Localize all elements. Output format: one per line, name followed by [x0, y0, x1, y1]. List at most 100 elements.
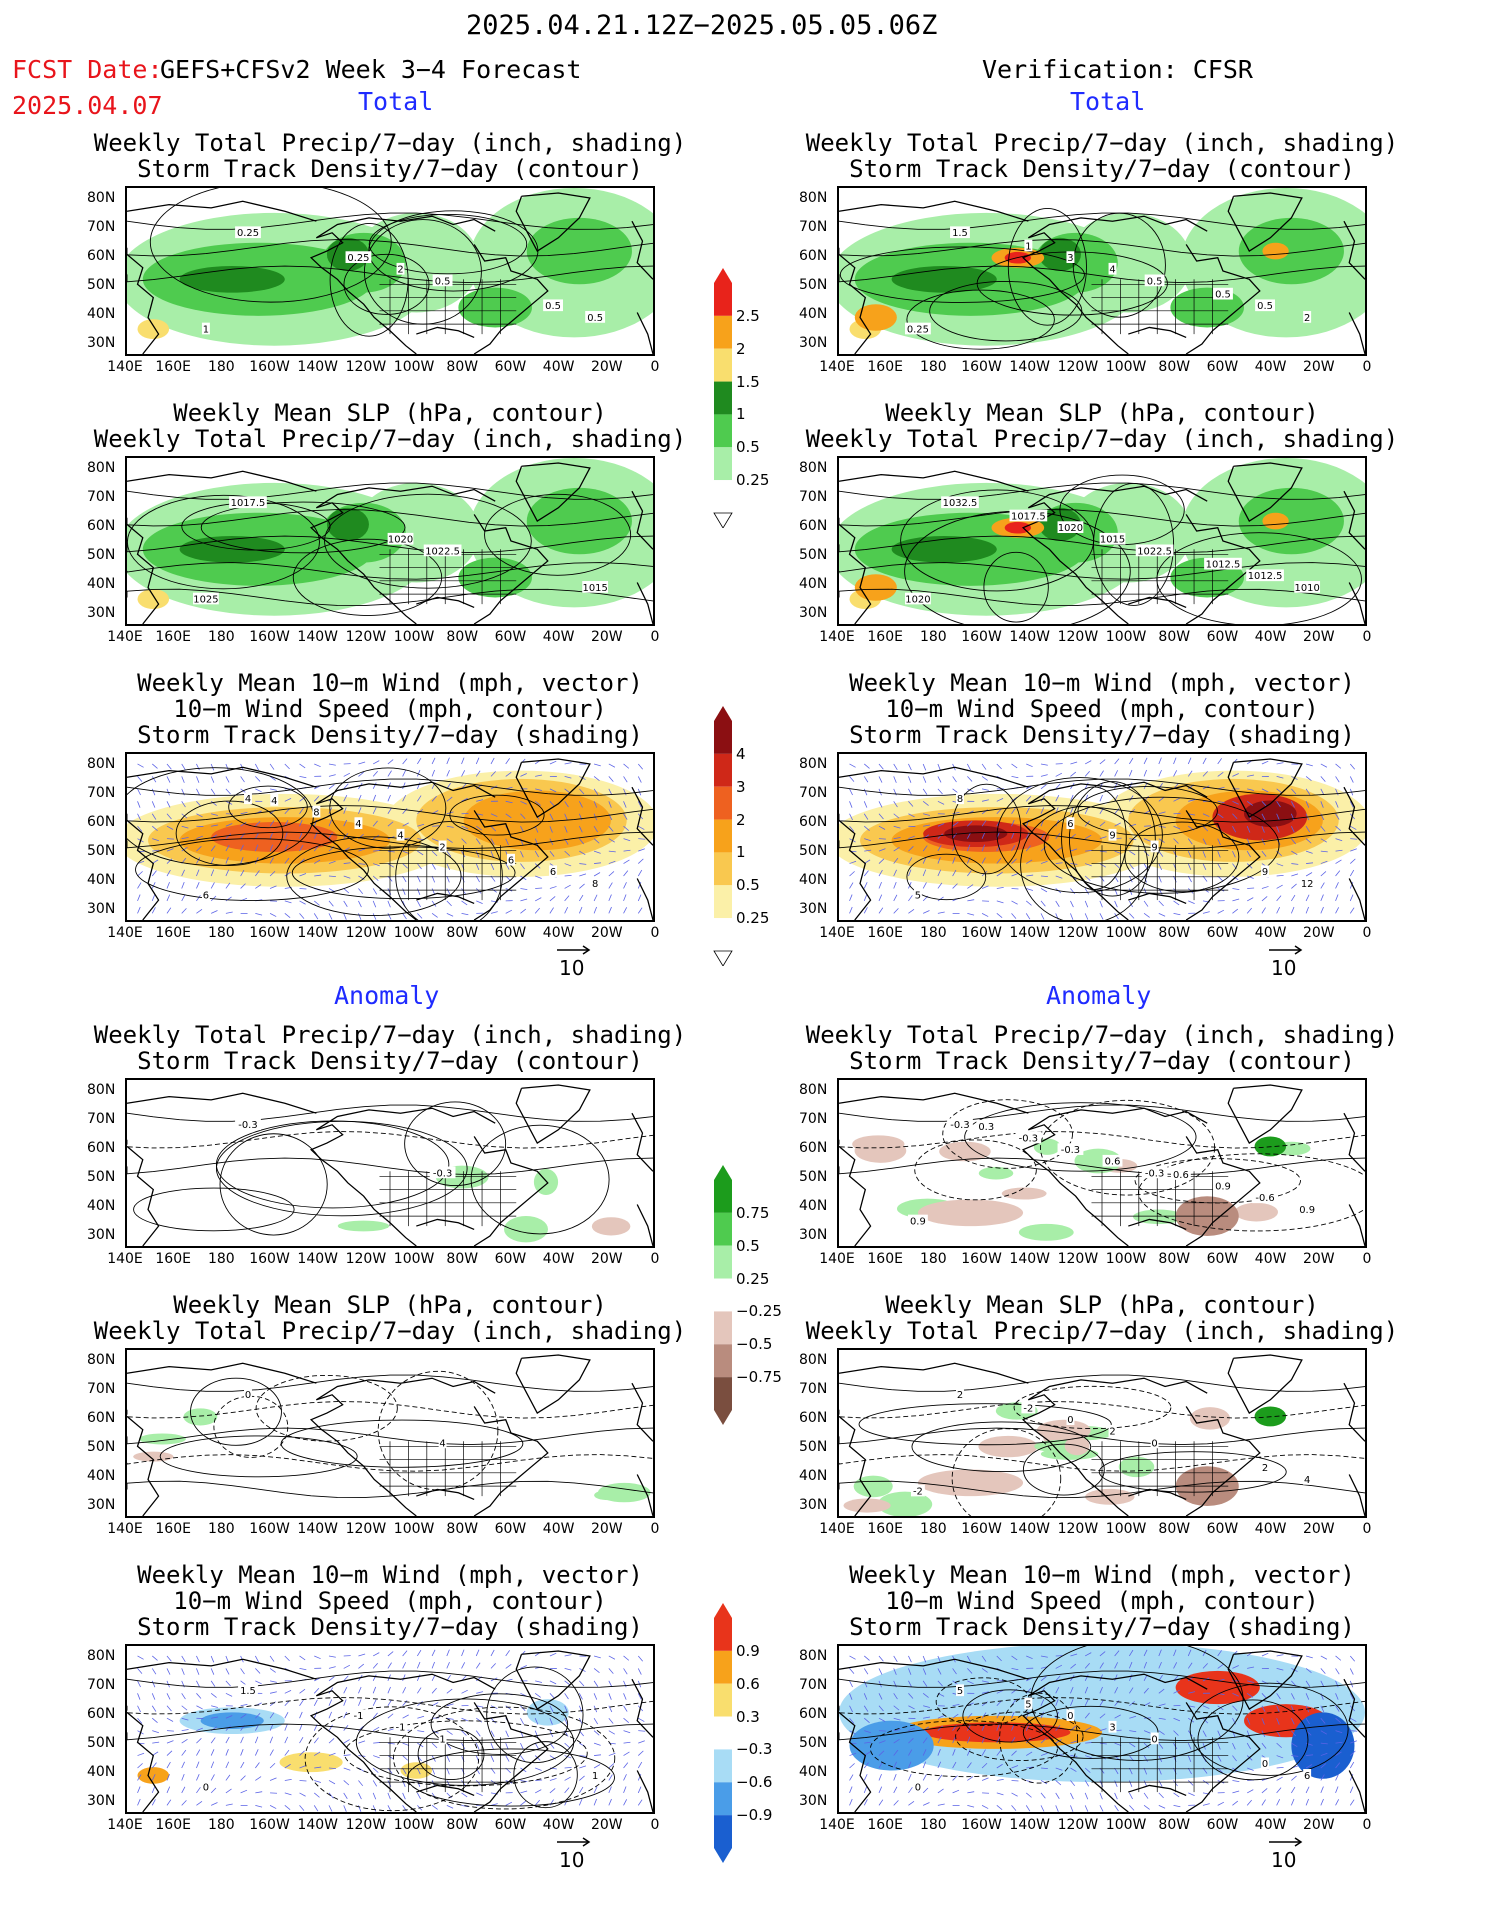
wind-vector: [623, 788, 627, 796]
wind-vector: [402, 1742, 410, 1746]
colorbar-cap-top: [714, 1165, 732, 1180]
wind-vector: [269, 857, 274, 864]
wind-vector: [952, 1680, 959, 1686]
wind-vector: [1305, 1742, 1313, 1746]
wind-vector: [1055, 1805, 1059, 1812]
contour-line: [839, 265, 1365, 284]
contour-layer: [127, 1101, 653, 1236]
wind-vector: [549, 907, 554, 914]
wind-vector: [1305, 1718, 1310, 1725]
wind-vector: [1276, 884, 1283, 889]
lon-tick-label: 160E: [867, 1817, 903, 1833]
wind-vector: [210, 1761, 215, 1769]
wind-vector: [952, 883, 958, 889]
wind-vector: [1246, 1692, 1253, 1698]
wind-vector: [937, 800, 945, 805]
wind-vector: [505, 909, 513, 914]
contour-layer: [839, 474, 1365, 624]
wind-vector: [476, 825, 483, 831]
contour-line: [1007, 208, 1087, 326]
contour-label: 5: [957, 1686, 963, 1697]
contour-label: 6: [550, 867, 556, 878]
wind-vector: [1158, 850, 1164, 857]
contour-label: 2: [957, 1390, 963, 1401]
coastline: [839, 200, 1029, 222]
wind-vector: [908, 1749, 913, 1756]
wind-vector: [358, 1792, 362, 1800]
wind-vector: [908, 869, 912, 877]
wind-vector: [863, 1762, 869, 1769]
wind-vector: [1011, 819, 1015, 827]
wind-vector: [952, 1775, 958, 1781]
wind-vector: [358, 1740, 366, 1744]
lon-tick-label: 0: [1362, 629, 1372, 645]
wind-vector: [878, 1693, 883, 1700]
wind-vector: [137, 906, 141, 914]
wind-vector: [1173, 1742, 1178, 1750]
wind-vector: [269, 820, 275, 827]
wind-vector: [1084, 807, 1089, 814]
wind-vector: [937, 844, 942, 852]
precip-anom-wet: [504, 1216, 548, 1243]
wind-vector: [1276, 801, 1281, 808]
lon-tick-label: 20W: [1302, 359, 1335, 375]
wind-vector: [564, 1767, 572, 1769]
wind-vector: [387, 770, 392, 777]
wind-vector: [343, 1792, 348, 1799]
coastline-layer: [839, 1650, 1365, 1812]
wind-vector: [269, 1762, 276, 1769]
wind-vector: [328, 875, 336, 878]
wind-vector: [299, 1805, 305, 1811]
colorbar-segment: [714, 852, 732, 886]
contour-line: [127, 562, 653, 580]
contour-labels: 1.510-11-1: [201, 1684, 600, 1793]
wind-vector: [181, 1705, 188, 1711]
wind-vector: [981, 820, 987, 827]
wind-vector: [1335, 1741, 1343, 1744]
contour-label-bg: [345, 251, 372, 263]
contour-label-bg: [1261, 1757, 1270, 1770]
wind-vector: [240, 1761, 245, 1769]
wind-vector: [196, 788, 200, 796]
wind-vector: [1217, 1663, 1224, 1669]
wind-vector: [623, 1705, 628, 1712]
wind-vector: [579, 838, 584, 845]
wind-vector: [878, 1668, 883, 1675]
wind-vector: [137, 1668, 143, 1674]
wind-vector: [608, 788, 613, 796]
contour-label: -0.3: [1061, 1145, 1080, 1156]
wind-vector: [151, 1693, 156, 1700]
contour-line: [839, 482, 1365, 500]
precip-anom-dry: [1189, 1407, 1231, 1430]
contour-line: [1098, 1451, 1287, 1493]
lon-tick-label: 100W: [1105, 925, 1147, 941]
wind-vector: [1114, 900, 1118, 908]
wind-vector: [166, 1773, 170, 1781]
precip-anom-dry: [854, 1138, 907, 1163]
coastline: [839, 253, 872, 354]
colorbar-segment: [714, 1311, 732, 1345]
wind-vector: [196, 1800, 203, 1806]
coastline: [631, 1382, 653, 1442]
wind-vector: [1335, 801, 1339, 808]
wind-vector: [1143, 795, 1149, 802]
wind-vector: [952, 1736, 956, 1744]
wind-vector: [623, 1799, 628, 1806]
contour-label: 1.5: [952, 228, 968, 239]
wind-vector: [417, 838, 425, 841]
shading-layer: [137, 1699, 569, 1784]
colorbar-segment: [714, 1782, 732, 1816]
wind-vector: [475, 770, 481, 777]
contour-line: [127, 482, 653, 500]
coastline: [1028, 485, 1208, 509]
panel-title-line: Weekly Mean SLP (hPa, contour): [173, 399, 607, 427]
wind-vector: [908, 857, 913, 864]
state-borders: [379, 845, 517, 901]
wind-vector: [299, 819, 303, 827]
wind-vector: [878, 1773, 882, 1781]
lon-tick-label: 80W: [1158, 925, 1191, 941]
contour-label: 0.9: [1299, 1205, 1315, 1216]
wind-vector: [908, 835, 916, 840]
contour-line: [839, 509, 1365, 527]
wind-vector: [1040, 1767, 1048, 1770]
